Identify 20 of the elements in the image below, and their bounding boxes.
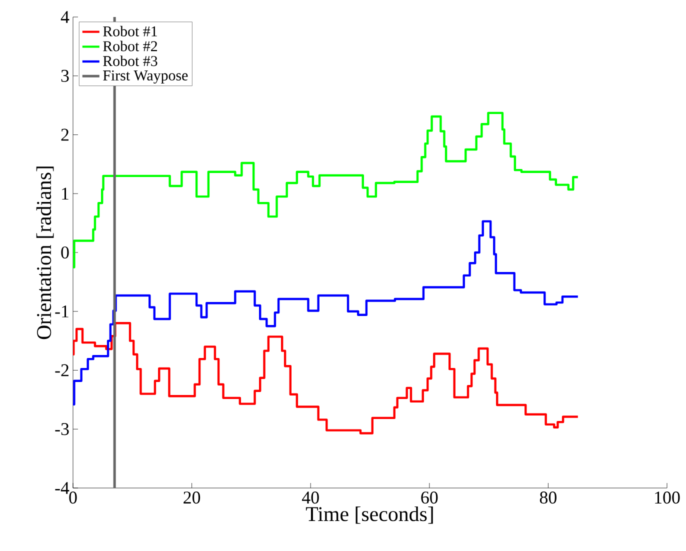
x-tick-label: 60 bbox=[421, 492, 438, 504]
y-tick-label: -2 bbox=[55, 364, 68, 376]
y-tick-label: -3 bbox=[55, 423, 69, 436]
y-tick-label: -4 bbox=[55, 482, 70, 494]
y-tick-label: 2 bbox=[61, 128, 68, 141]
y-tick-label: 4 bbox=[60, 11, 70, 23]
legend-label: Robot #2 bbox=[103, 40, 158, 52]
y-tick-label: 0 bbox=[61, 246, 69, 259]
y-axis-title: Orientation [radians] bbox=[36, 166, 54, 340]
y-tick-label: -1 bbox=[55, 305, 68, 318]
x-tick-label: 40 bbox=[302, 492, 319, 504]
x-tick-label: 20 bbox=[184, 492, 200, 504]
legend-label: Robot #3 bbox=[103, 56, 158, 66]
x-tick-label: 80 bbox=[540, 492, 556, 504]
x-tick-label: 100 bbox=[655, 492, 680, 504]
x-axis-title: Time [seconds] bbox=[306, 506, 433, 524]
y-tick-label: 1 bbox=[62, 188, 68, 200]
ref-line-label: First Waypose bbox=[103, 70, 188, 84]
y-tick-label: 3 bbox=[61, 70, 69, 82]
legend-label: Robot #1 bbox=[103, 26, 157, 36]
